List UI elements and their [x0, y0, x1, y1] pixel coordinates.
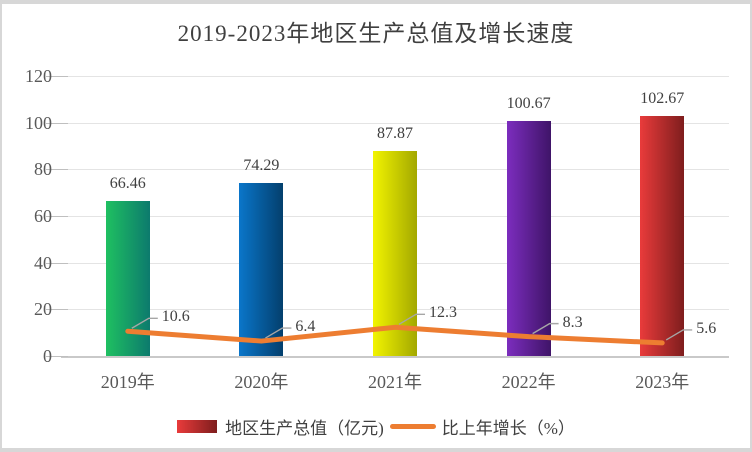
line-value-label: 8.3 — [562, 313, 583, 331]
y-axis-tick — [46, 262, 68, 264]
bar-value-label: 66.46 — [109, 174, 146, 192]
line-value-label: 12.3 — [429, 304, 457, 322]
bar-2019年 — [105, 200, 150, 356]
bar-value-label: 100.67 — [506, 95, 551, 113]
y-axis-tick-label: 0 — [43, 346, 52, 366]
legend-line-swatch-icon — [389, 423, 436, 429]
line-value-label: 5.6 — [696, 319, 717, 337]
x-axis-category-label: 2020年 — [234, 372, 289, 392]
legend-bar-swatch-icon — [177, 419, 218, 433]
bar-2023年 — [640, 116, 685, 356]
x-axis-baseline — [61, 356, 729, 358]
y-axis-tick-label: 20 — [34, 299, 52, 320]
bar-2021年 — [373, 150, 417, 356]
y-axis-tick-label: 120 — [25, 66, 52, 86]
y-axis-tick — [46, 76, 68, 77]
gridline — [61, 76, 729, 77]
y-axis-tick-label: 60 — [34, 206, 52, 226]
legend-item-gdp: 地区生产总值（亿元) — [177, 414, 384, 439]
line-value-label: 6.4 — [295, 318, 316, 336]
bar-2020年 — [239, 182, 284, 356]
x-axis-category-label: 2019年 — [100, 372, 155, 392]
legend-line-label: 比上年增长（%） — [441, 418, 575, 438]
y-axis-tick — [46, 169, 68, 171]
bar-2022年 — [506, 121, 551, 356]
y-axis-tick — [46, 216, 68, 217]
bar-value-label: 87.87 — [377, 124, 413, 142]
bar-value-label: 74.29 — [243, 156, 280, 174]
plot-area: 0 20 40 60 80 100 120 2019年 2020年 2021年 2022年 2023… — [2, 4, 750, 448]
bar-value-label: 102.67 — [640, 90, 685, 108]
x-axis-category-label: 2023年 — [635, 372, 690, 392]
chart-title: 2019-2023年地区生产总值及增长速度 — [177, 21, 575, 46]
legend-bar-label: 地区生产总值（亿元) — [225, 418, 384, 438]
x-axis-category-label: 2021年 — [367, 372, 422, 392]
y-axis-tick-label: 100 — [25, 112, 52, 133]
y-axis-tick — [46, 122, 68, 124]
y-axis-tick — [46, 356, 68, 357]
y-axis-tick-label: 40 — [34, 252, 52, 273]
x-axis-category-label: 2022年 — [501, 372, 556, 392]
line-value-label: 10.6 — [161, 308, 190, 326]
legend-item-growth: 比上年增长（%） — [384, 414, 575, 439]
gridline — [61, 122, 729, 124]
legend: 地区生产总值（亿元) 比上年增长（%） — [2, 409, 750, 443]
y-axis-tick-label: 80 — [34, 159, 52, 180]
y-axis-tick — [46, 309, 68, 311]
